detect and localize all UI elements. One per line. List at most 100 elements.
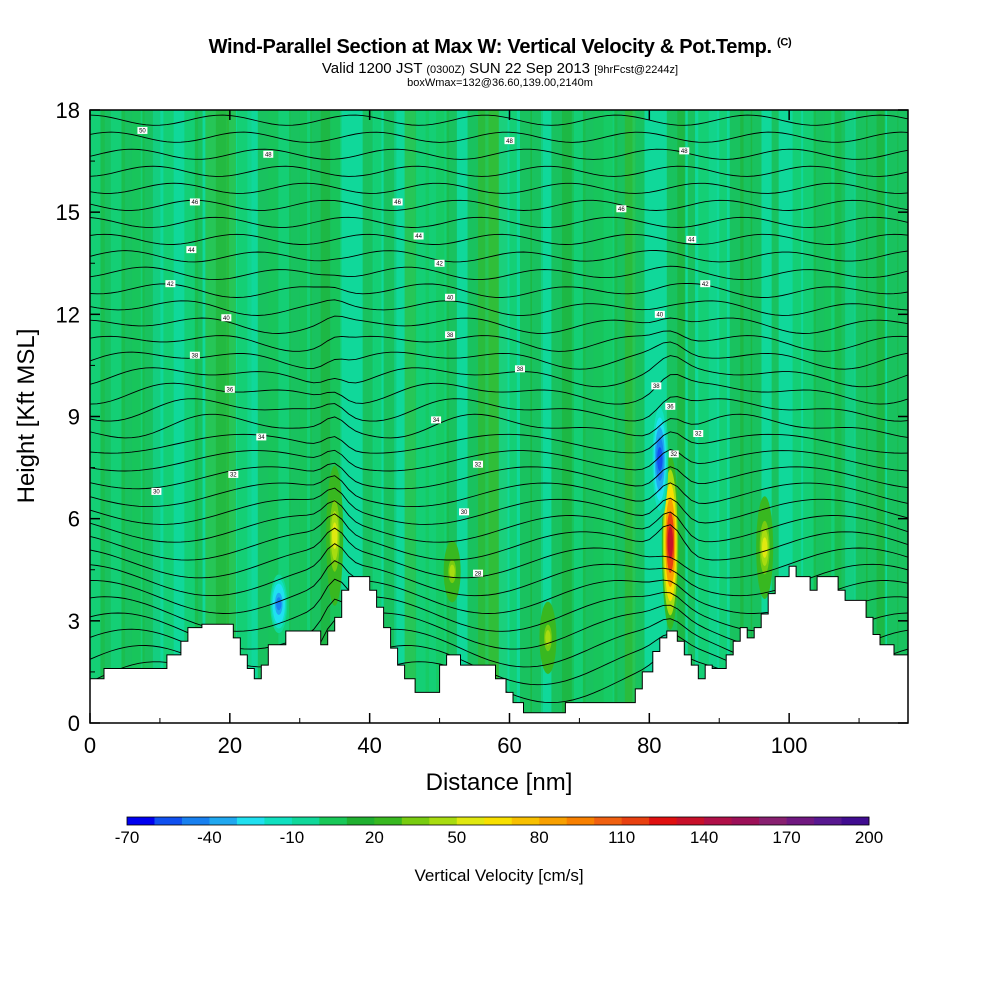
x-axis-label: Distance [nm]: [426, 769, 573, 796]
colorbar-tick-label: 170: [772, 828, 800, 847]
isentrope: [90, 182, 908, 194]
chart-subtitle: Valid 1200 JST (0300Z) SUN 22 Sep 2013 […: [0, 60, 1000, 77]
colorbar-swatch: [236, 817, 265, 825]
velocity-stripe: [876, 110, 885, 723]
y-tick-label: 0: [68, 711, 80, 736]
velocity-stripe: [446, 110, 457, 723]
velocity-stripe: [887, 110, 899, 723]
y-tick-label: 15: [56, 200, 80, 225]
colorbar-tick-label: 110: [608, 828, 635, 847]
colorbar-swatch: [154, 817, 183, 825]
velocity-stripe: [373, 110, 382, 723]
contour-label-bg: [263, 150, 274, 158]
velocity-stripe: [792, 110, 802, 723]
colorbar-tick-label: -70: [115, 828, 140, 847]
isentrope: [90, 233, 908, 245]
contour-label-bg: [445, 293, 456, 301]
colorbar-swatch: [649, 817, 678, 825]
isentrope: [90, 396, 908, 422]
isentrope: [90, 413, 908, 439]
downdraft: [657, 447, 663, 472]
contour-label-bg: [473, 460, 484, 468]
colorbar-tick-label: -10: [280, 828, 305, 847]
colorbar-swatch: [127, 817, 155, 825]
contour-label-bg: [514, 365, 525, 373]
x-tick-label: 80: [637, 733, 661, 758]
velocity-stripe: [184, 110, 199, 723]
chart-title: Wind-Parallel Section at Max W: Vertical…: [208, 36, 792, 58]
valid-date: SUN 22 Sep 2013: [469, 60, 591, 77]
contour-label-bg: [434, 259, 445, 267]
isentrope: [90, 216, 908, 228]
contour-label: 32: [230, 473, 237, 479]
velocity-features: [270, 397, 774, 674]
contour-label: 38: [653, 384, 660, 390]
contour-label: 32: [475, 462, 482, 468]
contour-label: 48: [506, 139, 513, 145]
contour-label: 30: [461, 510, 468, 516]
y-tick-label: 6: [68, 507, 80, 532]
isentrope: [90, 165, 908, 177]
contour-label-bg: [668, 450, 679, 458]
isentrope: [90, 487, 908, 525]
velocity-stripe: [404, 110, 417, 723]
colorbar: -70 -40 -10 20 50 80 110 140 170 200: [115, 816, 883, 847]
velocity-stripe: [855, 110, 868, 723]
velocity-stripe: [509, 110, 517, 723]
isentrope: [90, 250, 908, 263]
colorbar-swatch: [704, 817, 732, 825]
contour-label: 40: [656, 313, 663, 319]
valid-utc: (0300Z): [426, 64, 465, 76]
isentrope: [90, 114, 908, 126]
contour-label-bg: [256, 433, 267, 441]
updraft: [449, 564, 455, 579]
velocity-stripe: [100, 110, 111, 723]
contour-label-bg: [189, 198, 200, 206]
colorbar-label: Vertical Velocity [cm/s]: [414, 866, 583, 885]
contour-label-bg: [665, 402, 676, 410]
velocity-stripe: [215, 110, 230, 723]
contour-label: 36: [667, 404, 674, 410]
contour-label: 42: [436, 261, 443, 267]
contour-label: 28: [475, 571, 482, 577]
y-tick-label: 18: [56, 98, 80, 123]
velocity-stripe: [268, 110, 279, 723]
velocity-stripe: [383, 110, 397, 723]
isentrope: [90, 282, 908, 298]
velocity-stripes: [90, 110, 908, 723]
contour-label: 44: [188, 248, 195, 254]
velocity-stripe: [740, 110, 753, 723]
isentrope: [90, 315, 908, 334]
velocity-stripe: [687, 110, 696, 723]
velocity-stripe: [677, 110, 685, 723]
isentrope: [90, 330, 908, 352]
contour-label: 46: [618, 207, 625, 213]
colorbar-tick-label: 200: [855, 828, 883, 847]
colorbar-swatch: [676, 817, 705, 825]
colorbar-frame: [126, 816, 870, 826]
colorbar-tick-label: -40: [197, 828, 222, 847]
contour-label: 46: [394, 200, 401, 206]
velocity-stripe: [341, 110, 355, 723]
y-tick-label: 9: [68, 405, 80, 430]
forecast-info: [9hrFcst@2244z]: [594, 64, 679, 76]
isentrope: [90, 462, 908, 490]
colorbar-swatch: [814, 817, 842, 825]
contour-label-bg: [654, 310, 665, 318]
contour-label-bg: [504, 137, 515, 145]
velocity-stripe: [457, 110, 466, 723]
contour-label: 44: [415, 234, 422, 240]
contour-label: 34: [258, 435, 265, 441]
colorbar-swatch: [566, 817, 595, 825]
colorbar-swatch: [841, 817, 870, 825]
contour-label: 40: [447, 296, 454, 302]
contour-label-bg: [189, 351, 200, 359]
x-tick-label: 40: [357, 733, 381, 758]
isentrope: [90, 543, 908, 597]
velocity-stripe: [247, 110, 259, 723]
velocity-stripe: [761, 110, 771, 723]
contour-label-bg: [137, 126, 148, 134]
colorbar-swatch: [511, 817, 540, 825]
contour-label: 32: [670, 452, 677, 458]
